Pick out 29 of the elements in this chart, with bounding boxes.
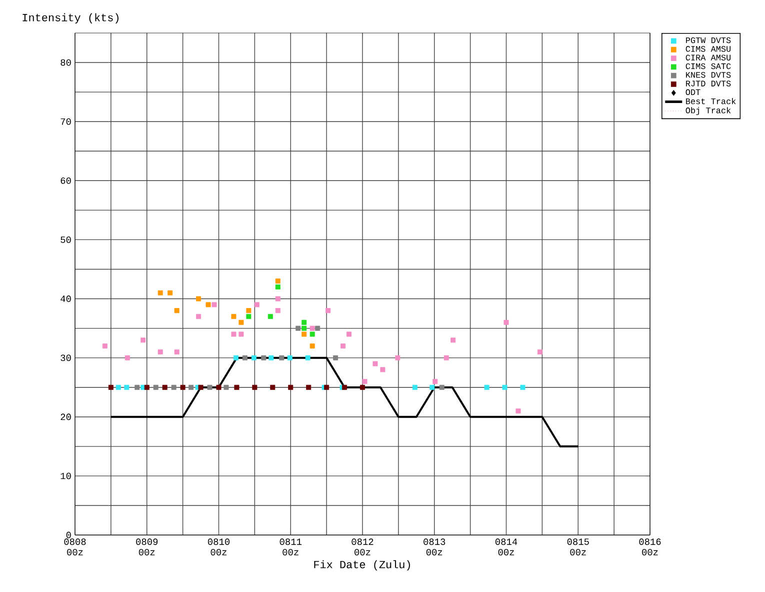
y-axis-title: Intensity (kts) bbox=[22, 13, 118, 24]
legend-label: CIMS AMSU bbox=[686, 46, 731, 52]
y-tick-label: 70 bbox=[60, 118, 71, 125]
x-axis-title: Fix Date (Zulu) bbox=[314, 560, 410, 570]
legend-label: CIMS SATC bbox=[686, 63, 731, 70]
legend-label: RJTD DVTS bbox=[686, 80, 731, 86]
legend-label: CIRA AMSU bbox=[686, 54, 731, 60]
y-tick-label: 80 bbox=[60, 59, 71, 66]
legend-label: KNES DVTS bbox=[686, 72, 731, 78]
x-tick-label: 0815 00z bbox=[567, 538, 589, 556]
x-tick-label: 0816 00z bbox=[639, 538, 661, 556]
legend-label: Obj Track bbox=[686, 107, 731, 115]
x-tick-label: 0809 00z bbox=[136, 538, 158, 556]
y-tick-label: 10 bbox=[60, 472, 71, 480]
y-tick-label: 20 bbox=[60, 414, 71, 420]
y-tick-label: 0 bbox=[66, 532, 71, 538]
y-tick-label: 60 bbox=[60, 177, 71, 184]
legend-label: PGTW DVTS bbox=[686, 37, 731, 44]
x-tick-label: 0808 00z bbox=[64, 538, 86, 556]
x-tick-label: 0812 00z bbox=[352, 538, 374, 556]
y-tick-label: 50 bbox=[60, 236, 71, 243]
x-tick-label: 0814 00z bbox=[495, 538, 518, 556]
x-tick-label: 0810 00z bbox=[208, 538, 230, 556]
legend-label: ODT bbox=[686, 89, 700, 96]
y-tick-label: 30 bbox=[60, 354, 71, 362]
x-tick-label: 0813 00z bbox=[424, 538, 446, 556]
legend-label: Best Track bbox=[686, 98, 736, 104]
x-tick-label: 0811 00z bbox=[280, 538, 302, 556]
y-tick-label: 40 bbox=[60, 296, 71, 302]
